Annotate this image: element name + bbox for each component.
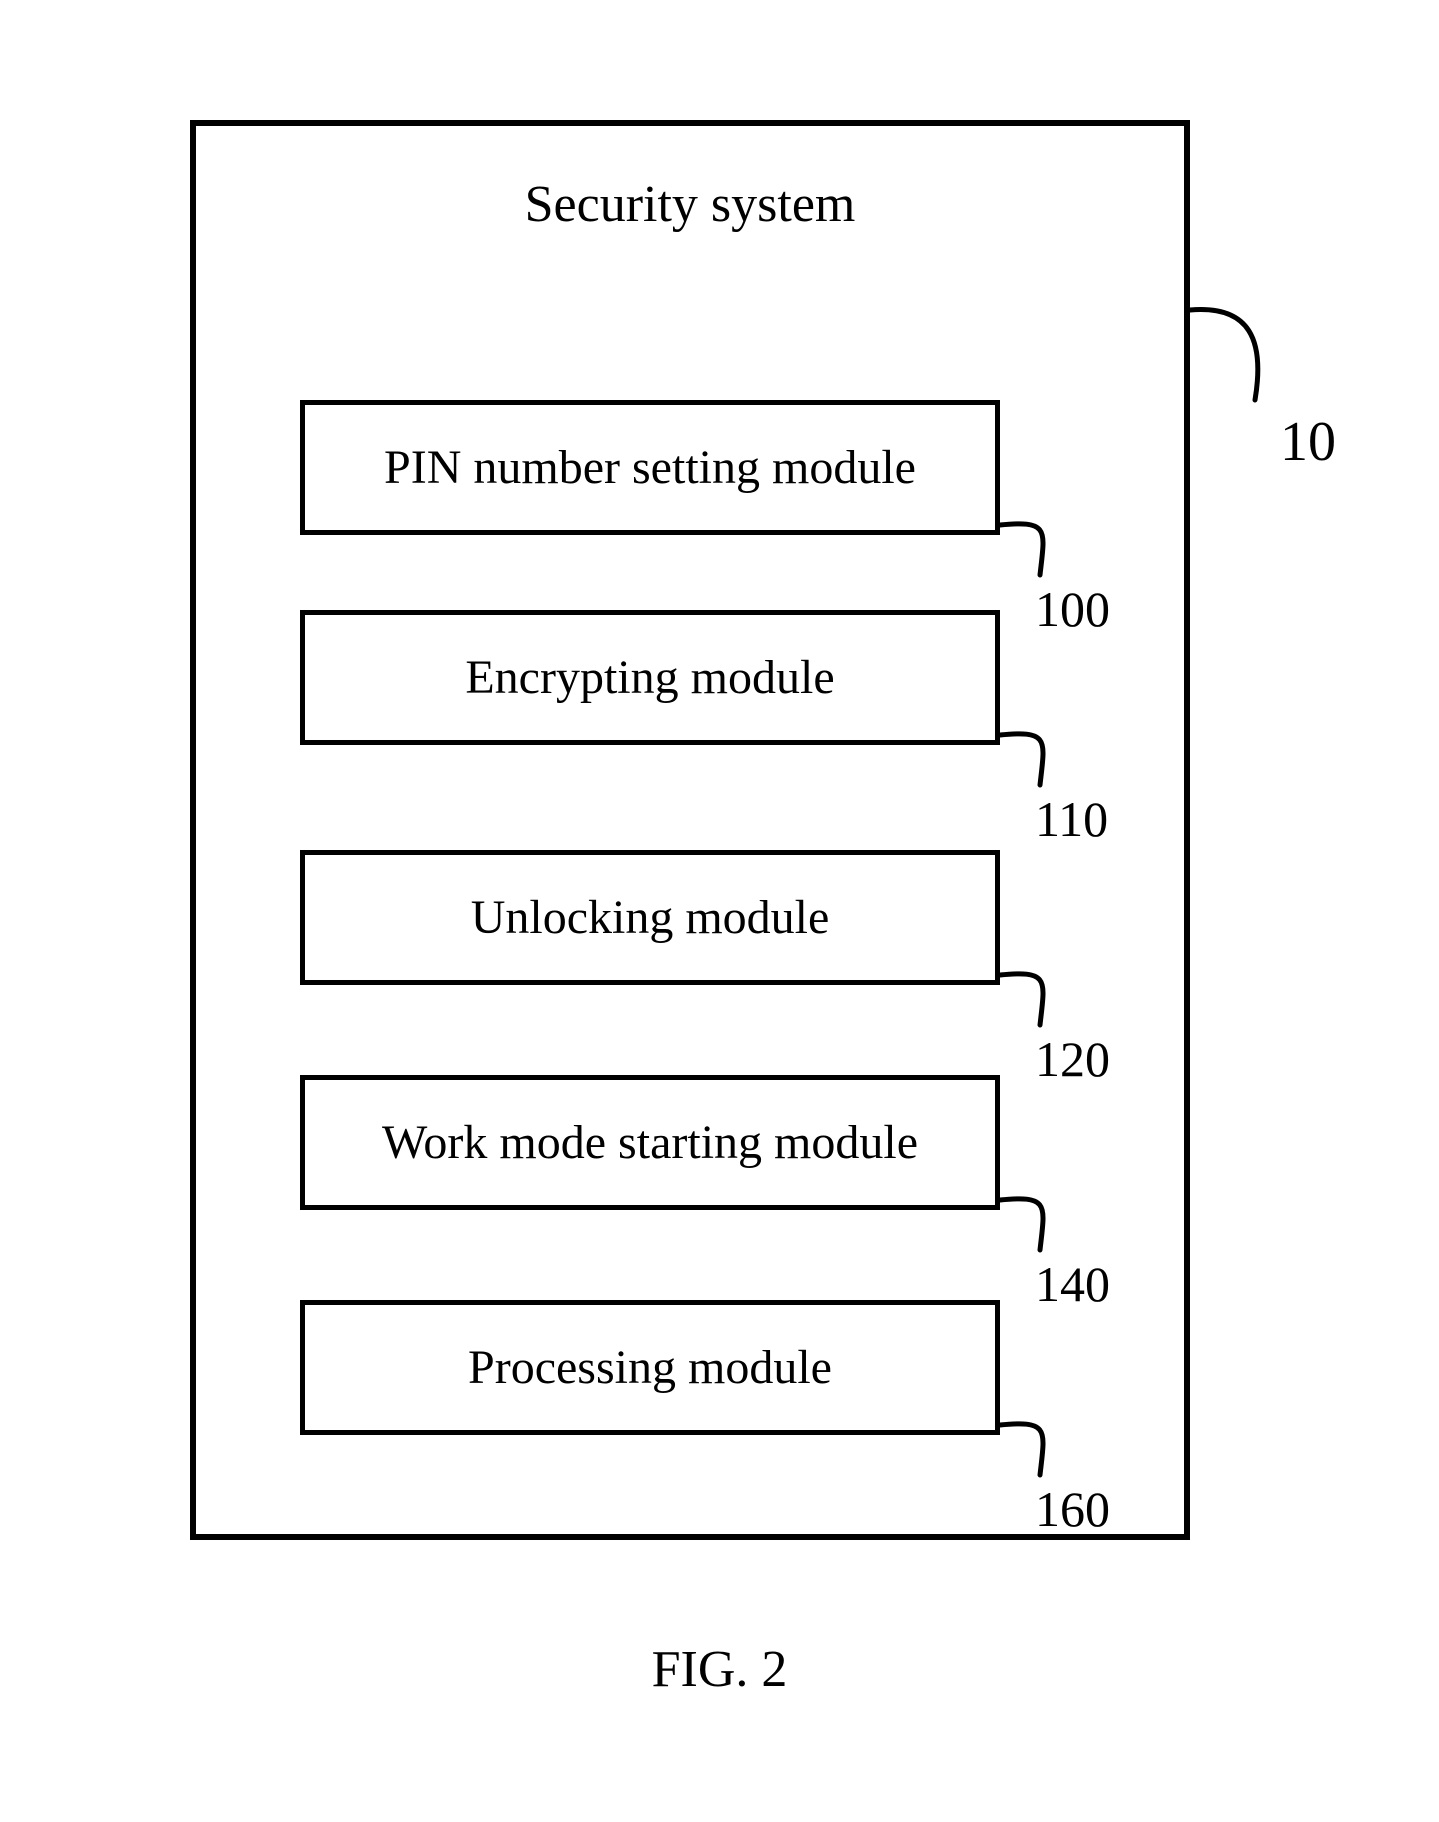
- ref-3: 140: [1035, 1255, 1110, 1313]
- figure-label: FIG. 2: [0, 1640, 1439, 1699]
- module-box-2: Unlocking module: [300, 850, 1000, 985]
- ref-0: 100: [1035, 580, 1110, 638]
- module-label-4: Processing module: [468, 1340, 832, 1395]
- module-label-0: PIN number setting module: [384, 440, 916, 495]
- security-system-title: Security system: [190, 175, 1190, 234]
- module-box-3: Work mode starting module: [300, 1075, 1000, 1210]
- module-label-1: Encrypting module: [465, 650, 834, 705]
- ref-1: 110: [1035, 790, 1108, 848]
- module-box-0: PIN number setting module: [300, 400, 1000, 535]
- module-box-4: Processing module: [300, 1300, 1000, 1435]
- ref-4: 160: [1035, 1480, 1110, 1538]
- module-box-1: Encrypting module: [300, 610, 1000, 745]
- ref-2: 120: [1035, 1030, 1110, 1088]
- ref-outer: 10: [1280, 410, 1336, 474]
- module-label-3: Work mode starting module: [382, 1115, 918, 1170]
- module-label-2: Unlocking module: [471, 890, 830, 945]
